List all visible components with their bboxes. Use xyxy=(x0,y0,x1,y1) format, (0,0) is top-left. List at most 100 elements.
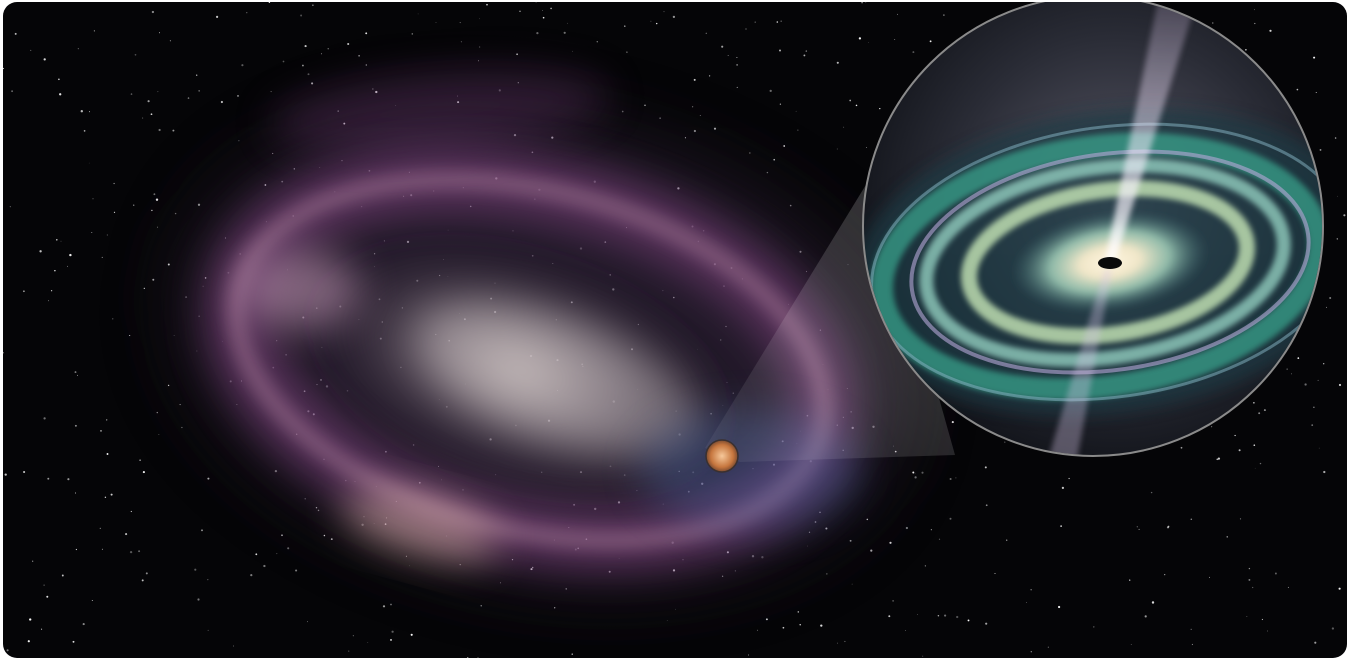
star xyxy=(133,204,135,206)
star xyxy=(207,629,209,631)
star xyxy=(101,548,103,550)
star xyxy=(956,615,959,619)
star xyxy=(1258,412,1261,415)
star xyxy=(147,100,150,103)
star xyxy=(1047,646,1049,648)
star xyxy=(1323,363,1325,365)
star xyxy=(106,453,109,455)
star xyxy=(156,411,158,414)
star xyxy=(459,22,461,24)
star xyxy=(1030,651,1032,653)
star xyxy=(861,2,863,4)
star xyxy=(1254,467,1256,469)
star xyxy=(365,64,367,66)
star xyxy=(921,471,924,474)
star xyxy=(938,538,941,540)
star xyxy=(50,290,53,292)
jet-top xyxy=(1105,2,1200,262)
star xyxy=(241,64,244,67)
star xyxy=(143,287,145,289)
star xyxy=(1331,627,1335,630)
star xyxy=(3,351,4,354)
star xyxy=(675,608,676,610)
star xyxy=(74,424,77,427)
star xyxy=(179,404,181,406)
star xyxy=(663,11,665,13)
star xyxy=(23,290,25,293)
star xyxy=(4,473,7,476)
star xyxy=(1164,574,1166,576)
star xyxy=(1291,373,1293,375)
star xyxy=(391,630,394,633)
star xyxy=(48,300,50,302)
star xyxy=(479,18,480,20)
star xyxy=(1261,618,1263,621)
star xyxy=(870,549,873,552)
star xyxy=(201,529,203,532)
star xyxy=(951,421,954,424)
star xyxy=(984,466,987,469)
star xyxy=(912,51,915,54)
star xyxy=(317,509,320,512)
star xyxy=(113,211,116,213)
star xyxy=(1338,587,1341,590)
star xyxy=(276,553,278,555)
star xyxy=(238,140,240,142)
star xyxy=(174,212,177,215)
star xyxy=(304,498,306,500)
star xyxy=(779,103,782,105)
star xyxy=(1297,357,1300,359)
star xyxy=(596,41,598,43)
star xyxy=(1151,601,1155,604)
star xyxy=(1190,518,1193,520)
star xyxy=(1319,148,1322,151)
star xyxy=(1061,486,1065,490)
star xyxy=(95,0,96,1)
star xyxy=(56,239,58,241)
star xyxy=(1093,626,1095,628)
star xyxy=(1326,306,1327,308)
star xyxy=(624,25,626,27)
star xyxy=(157,91,159,93)
star xyxy=(91,600,93,601)
star xyxy=(311,82,314,85)
star xyxy=(47,477,50,480)
star xyxy=(626,51,628,53)
star xyxy=(516,53,518,56)
star xyxy=(1254,9,1255,11)
star xyxy=(9,206,11,208)
star xyxy=(477,657,479,658)
star xyxy=(1190,628,1192,631)
star xyxy=(435,22,437,23)
star xyxy=(912,471,915,474)
star xyxy=(158,32,161,34)
star xyxy=(358,55,360,57)
star xyxy=(323,534,326,537)
star xyxy=(621,110,624,113)
star xyxy=(721,45,724,48)
star xyxy=(837,642,838,644)
star xyxy=(708,75,711,77)
star xyxy=(736,56,738,59)
star xyxy=(820,624,823,627)
star xyxy=(572,50,573,52)
star xyxy=(300,14,303,17)
star xyxy=(849,539,852,542)
star xyxy=(1267,630,1268,632)
star xyxy=(905,630,906,631)
star xyxy=(826,573,828,575)
star xyxy=(1350,573,1352,575)
star xyxy=(1269,29,1272,32)
star xyxy=(312,4,314,6)
star xyxy=(129,550,133,554)
star xyxy=(914,476,917,479)
star xyxy=(41,628,43,630)
star xyxy=(865,2,867,3)
star xyxy=(563,31,566,34)
star xyxy=(776,21,779,23)
star xyxy=(410,633,413,636)
star xyxy=(944,614,947,617)
star xyxy=(1245,48,1247,51)
star xyxy=(151,209,153,212)
